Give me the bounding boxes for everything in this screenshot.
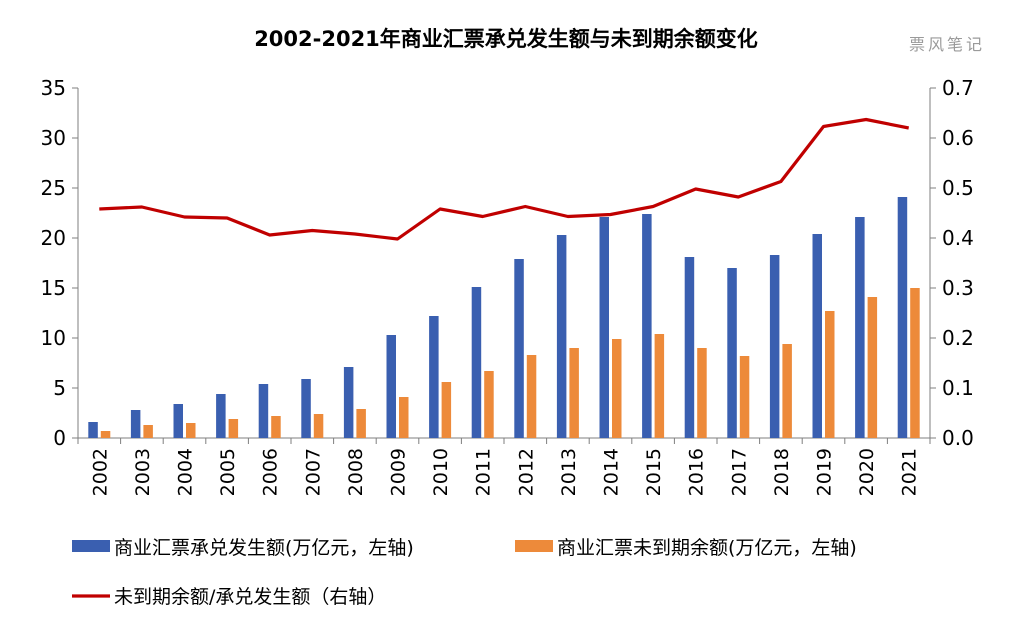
legend-label-outstanding: 商业汇票未到期余额(万亿元，左轴): [557, 537, 857, 559]
bar-issuance: [812, 234, 822, 438]
bar-outstanding: [612, 339, 622, 438]
bar-issuance: [471, 287, 482, 438]
bar-issuance: [727, 268, 737, 438]
x-tick-label: 2017: [728, 448, 750, 496]
y2-tick-label: 0.4: [942, 226, 974, 250]
bar-outstanding: [569, 348, 579, 438]
bar-outstanding: [910, 288, 920, 438]
x-tick-label: 2020: [856, 448, 878, 496]
bar-outstanding: [739, 356, 750, 438]
y2-tick-label: 0.3: [942, 276, 974, 300]
bar-outstanding: [143, 425, 153, 438]
bar-outstanding: [825, 311, 835, 438]
bar-issuance: [684, 257, 695, 438]
bar-issuance: [429, 316, 439, 438]
x-tick-label: 2010: [430, 448, 452, 496]
bar-issuance: [88, 422, 98, 438]
legend-swatch-outstanding: [515, 540, 553, 552]
y2-tick-label: 0.0: [942, 426, 974, 450]
chart-title: 2002-2021年商业汇票承兑发生额与未到期余额变化: [254, 27, 758, 51]
bar-outstanding: [782, 344, 792, 438]
x-tick-label: 2011: [473, 448, 495, 496]
bar-issuance: [173, 404, 183, 438]
bar-outstanding: [186, 423, 196, 438]
bar-issuance: [769, 255, 780, 438]
bar-outstanding: [484, 371, 494, 438]
x-tick-label: 2016: [686, 448, 708, 496]
bar-issuance: [258, 384, 269, 438]
x-tick-label: 2013: [558, 448, 580, 496]
bar-issuance: [642, 214, 652, 438]
bar-issuance: [301, 379, 311, 438]
legend-label-issuance: 商业汇票承兑发生额(万亿元，左轴): [114, 537, 414, 559]
bar-outstanding: [867, 297, 878, 438]
x-tick-label: 2009: [388, 448, 410, 496]
bar-outstanding: [697, 348, 707, 438]
bar-issuance: [599, 217, 609, 438]
y2-tick-label: 0.5: [942, 176, 974, 200]
bar-outstanding: [313, 414, 324, 438]
y-tick-label: 30: [41, 126, 66, 150]
x-tick-label: 2019: [814, 448, 836, 496]
x-tick-label: 2005: [217, 448, 239, 496]
legend-swatch-issuance: [72, 540, 110, 552]
bar-outstanding: [654, 334, 665, 438]
bar-issuance: [130, 410, 141, 438]
x-tick-label: 2018: [771, 448, 793, 496]
bar-outstanding: [441, 382, 452, 438]
y-tick-label: 5: [53, 376, 66, 400]
bar-issuance: [855, 217, 865, 438]
bar-outstanding: [271, 416, 281, 438]
plot-area: 0 5 10 15 20 25 30 35 0.0 0.1 0.2 0.3 0.4 0.5 0.6 0.7 20…: [41, 76, 974, 496]
bar-outstanding: [399, 397, 409, 438]
bar-issuance: [216, 394, 226, 438]
y-tick-label: 25: [41, 176, 66, 200]
x-tick-label: 2006: [260, 448, 282, 496]
ratio-line: [99, 117, 910, 241]
y-tick-label: 15: [41, 276, 66, 300]
bar-issuance: [514, 259, 524, 438]
watermark: 票风笔记: [909, 35, 985, 54]
bar-outstanding: [356, 409, 366, 438]
y-tick-label: 35: [41, 76, 66, 100]
y2-tick-label: 0.7: [942, 76, 974, 100]
x-tick-label: 2021: [899, 448, 921, 496]
y-tick-label: 10: [41, 326, 66, 350]
x-tick-label: 2012: [515, 448, 537, 496]
x-tick-label: 2008: [345, 448, 367, 496]
bar-outstanding: [100, 431, 111, 438]
bar-issuance: [556, 235, 567, 438]
y-tick-label: 0: [53, 426, 66, 450]
bar-issuance: [343, 367, 354, 438]
bar-issuance: [386, 335, 396, 438]
x-tick-label: 2002: [89, 448, 111, 496]
x-tick-label: 2015: [643, 448, 665, 496]
bar-issuance: [897, 197, 908, 438]
x-tick-label: 2003: [132, 448, 154, 496]
y-tick-label: 20: [41, 226, 66, 250]
x-tick-label: 2004: [175, 448, 197, 496]
y2-tick-label: 0.2: [942, 326, 974, 350]
legend-label-ratio: 未到期余额/承兑发生额（右轴）: [114, 586, 386, 608]
legend: 商业汇票承兑发生额(万亿元，左轴) 商业汇票未到期余额(万亿元，左轴) 未到期余额/…: [72, 537, 857, 608]
x-tick-label: 2014: [601, 448, 623, 496]
bar-outstanding: [228, 419, 239, 438]
bar-outstanding: [526, 355, 537, 438]
y2-tick-label: 0.1: [942, 376, 974, 400]
y2-tick-label: 0.6: [942, 126, 974, 150]
x-tick-label: 2007: [302, 448, 324, 496]
